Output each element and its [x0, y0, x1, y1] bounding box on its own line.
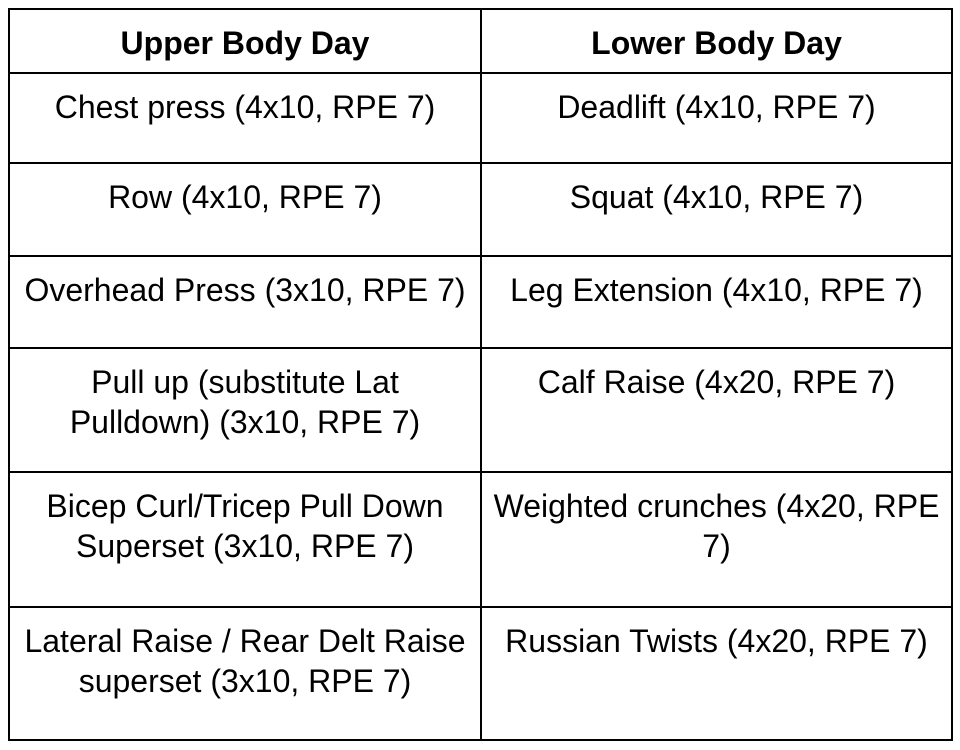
lower-body-exercise-cell: Squat (4x10, RPE 7) — [480, 162, 953, 257]
lower-body-exercise-cell: Russian Twists (4x20, RPE 7) — [480, 606, 953, 741]
lower-body-exercise-cell: Weighted crunches (4x20, RPE 7) — [480, 471, 953, 608]
upper-body-exercise-cell: Chest press (4x10, RPE 7) — [8, 72, 482, 164]
table-row: Row (4x10, RPE 7) Squat (4x10, RPE 7) — [8, 162, 953, 257]
upper-body-exercise-cell: Row (4x10, RPE 7) — [8, 162, 482, 257]
table-row: Chest press (4x10, RPE 7) Deadlift (4x10… — [8, 72, 953, 164]
header-upper-body-day: Upper Body Day — [8, 8, 482, 74]
upper-body-exercise-cell: Overhead Press (3x10, RPE 7) — [8, 255, 482, 349]
upper-body-exercise-cell: Lateral Raise / Rear Delt Raise superset… — [8, 606, 482, 741]
table-row: Overhead Press (3x10, RPE 7) Leg Extensi… — [8, 255, 953, 349]
table-row: Lateral Raise / Rear Delt Raise superset… — [8, 606, 953, 741]
header-row: Upper Body Day Lower Body Day — [8, 8, 953, 74]
upper-body-exercise-cell: Bicep Curl/Tricep Pull Down Superset (3x… — [8, 471, 482, 608]
header-lower-body-day: Lower Body Day — [480, 8, 953, 74]
table-row: Bicep Curl/Tricep Pull Down Superset (3x… — [8, 471, 953, 608]
lower-body-exercise-cell: Calf Raise (4x20, RPE 7) — [480, 347, 953, 473]
table-row: Pull up (substitute Lat Pulldown) (3x10,… — [8, 347, 953, 473]
workout-table: Upper Body Day Lower Body Day Chest pres… — [8, 8, 953, 741]
lower-body-exercise-cell: Deadlift (4x10, RPE 7) — [480, 72, 953, 164]
lower-body-exercise-cell: Leg Extension (4x10, RPE 7) — [480, 255, 953, 349]
upper-body-exercise-cell: Pull up (substitute Lat Pulldown) (3x10,… — [8, 347, 482, 473]
